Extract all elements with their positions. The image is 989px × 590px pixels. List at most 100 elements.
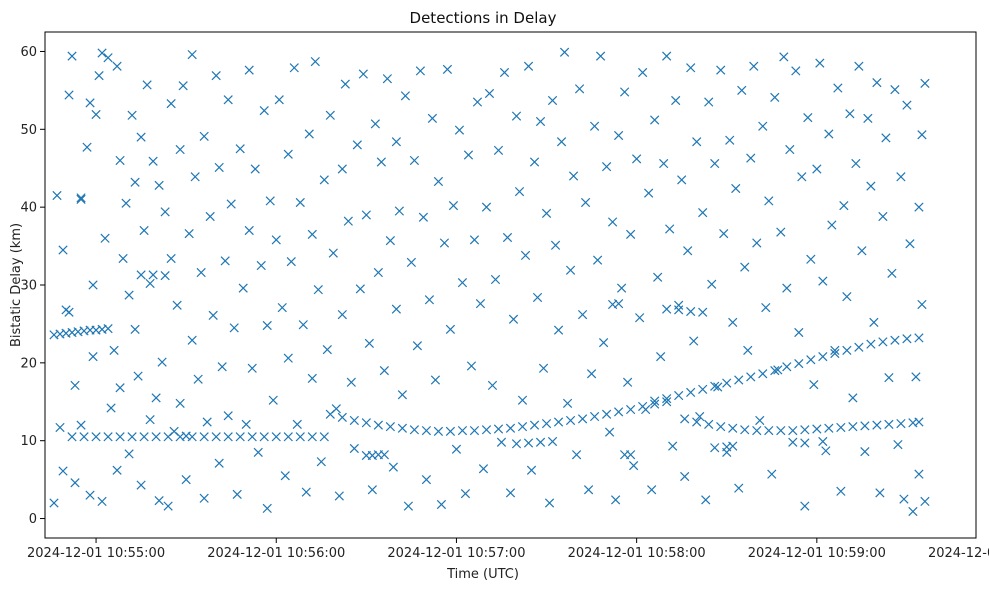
data-point-x-marker (298, 320, 308, 330)
data-point-x-marker (734, 375, 744, 385)
data-point-x-marker (845, 109, 855, 119)
data-point-x-marker (629, 460, 639, 471)
y-tick-label: 50 (20, 123, 37, 138)
data-point-x-marker (130, 177, 140, 187)
data-point-x-marker (427, 113, 438, 124)
data-point-x-marker (151, 393, 161, 403)
data-point-x-marker (502, 232, 513, 243)
data-point-x-marker (421, 425, 432, 436)
data-point-x-marker (94, 70, 104, 81)
data-point-x-marker (76, 193, 86, 203)
data-point-x-marker (52, 190, 62, 201)
data-point-x-marker (764, 425, 774, 436)
data-point-x-marker (818, 351, 828, 362)
data-point-x-marker (589, 121, 600, 131)
data-point-x-marker (743, 345, 753, 356)
data-point-x-marker (136, 480, 146, 490)
data-point-x-marker (136, 132, 146, 142)
data-point-x-marker (565, 415, 576, 426)
data-point-x-marker (698, 307, 708, 317)
data-point-x-marker (256, 260, 266, 271)
data-point-x-marker (529, 420, 540, 430)
data-point-x-marker (532, 292, 543, 303)
data-point-x-marker (662, 394, 672, 404)
data-point-x-marker (409, 425, 420, 435)
data-point-x-marker (710, 381, 720, 391)
data-point-x-marker (58, 466, 68, 476)
data-point-x-marker (268, 395, 278, 405)
data-point-x-marker (496, 437, 507, 447)
x-tick-label: 2024-12-01 10:55:00 (27, 546, 165, 561)
data-point-x-marker (887, 268, 897, 278)
data-point-x-marker (571, 450, 582, 460)
data-point-x-marker (710, 158, 720, 169)
data-point-x-marker (782, 283, 792, 293)
data-point-x-marker (295, 432, 305, 442)
data-point-x-marker (397, 423, 408, 433)
data-point-x-marker (169, 426, 179, 436)
data-point-x-marker (854, 61, 864, 71)
data-point-x-marker (884, 419, 894, 429)
data-point-x-marker (821, 446, 831, 456)
data-point-x-marker (791, 66, 801, 76)
data-point-x-marker (115, 155, 125, 166)
data-point-x-marker (277, 302, 287, 313)
data-point-x-marker (478, 464, 489, 474)
data-point-x-marker (349, 443, 359, 454)
data-point-x-marker (758, 369, 768, 379)
data-point-x-marker (106, 403, 116, 413)
data-point-x-marker (800, 438, 810, 448)
data-point-x-marker (175, 144, 185, 155)
data-point-x-marker (319, 175, 329, 185)
data-point-x-marker (124, 290, 134, 300)
data-point-x-marker (349, 415, 359, 426)
data-point-x-marker (674, 305, 684, 315)
data-point-x-marker (241, 419, 251, 429)
x-axis-label: Time (UTC) (446, 567, 519, 582)
data-point-x-marker (199, 493, 209, 503)
data-point-x-marker (184, 228, 194, 239)
data-point-x-marker (662, 397, 672, 407)
data-point-x-marker (181, 431, 191, 441)
data-point-x-marker (64, 90, 74, 100)
data-point-x-marker (283, 432, 293, 442)
data-point-x-marker (541, 208, 552, 219)
data-point-x-marker (136, 270, 146, 280)
data-point-x-marker (97, 48, 107, 58)
data-point-x-marker (439, 238, 450, 248)
data-point-x-marker (598, 337, 609, 348)
data-point-x-marker (704, 419, 714, 429)
data-point-x-marker (905, 239, 915, 249)
data-point-x-marker (328, 248, 338, 258)
data-point-x-marker (626, 404, 636, 415)
x-axis: 2024-12-01 10:55:00 2024-12-01 10:56:00 20… (27, 538, 989, 561)
data-point-x-marker (118, 253, 128, 264)
data-point-x-marker (163, 501, 173, 511)
data-point-x-marker (680, 471, 690, 482)
data-point-x-marker (692, 417, 702, 427)
data-point-x-marker (358, 69, 368, 79)
data-point-x-marker (767, 469, 777, 479)
data-point-x-marker (442, 64, 453, 74)
data-point-x-marker (340, 79, 350, 89)
y-tick-label: 40 (20, 201, 37, 216)
data-point-x-marker (695, 411, 705, 422)
data-point-x-marker (412, 341, 423, 351)
data-point-x-marker (361, 418, 371, 428)
data-point-x-marker (112, 61, 122, 71)
data-point-x-marker (794, 327, 804, 338)
data-point-x-marker (337, 309, 347, 320)
data-point-x-marker (367, 485, 377, 495)
data-point-x-marker (262, 503, 272, 514)
data-point-x-marker (710, 443, 720, 453)
data-point-x-marker (85, 98, 95, 108)
data-point-x-marker (860, 421, 870, 431)
data-point-x-marker (875, 488, 885, 498)
data-point-x-marker (109, 345, 119, 356)
data-point-x-marker (677, 175, 687, 185)
data-point-x-marker (764, 196, 774, 206)
data-point-x-marker (181, 474, 191, 485)
data-point-x-marker (538, 363, 549, 373)
data-point-x-marker (830, 345, 840, 356)
data-point-x-marker (662, 51, 672, 61)
